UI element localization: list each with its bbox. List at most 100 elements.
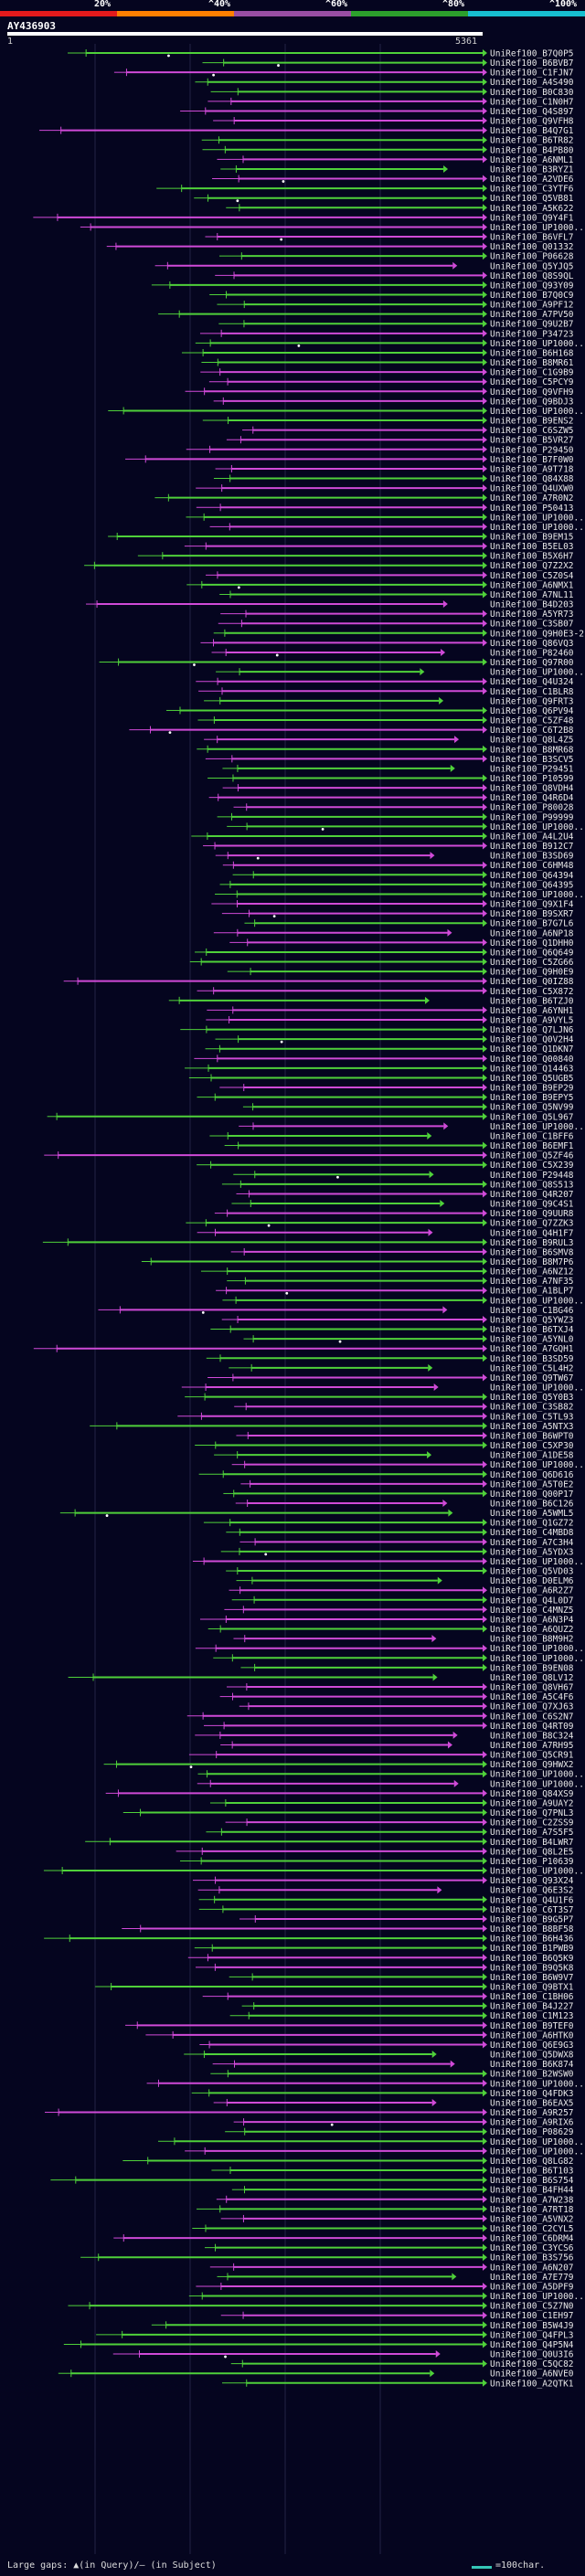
hit-row[interactable]: UniRef100_P82460 [211,648,574,658]
hit-row[interactable]: UniRef100_P29451 [222,764,574,774]
hit-row[interactable]: UniRef100_Q6PV94 [166,706,574,716]
hit-row[interactable]: UniRef100_P10599 [207,774,574,784]
hit-row[interactable]: UniRef100_C6T2B8 [129,726,574,736]
hit-row[interactable]: UniRef100_UP1000... [185,2147,585,2157]
hit-row[interactable]: UniRef100_A6YNH1 [207,1006,574,1016]
hit-row[interactable]: UniRef100_B8MR61 [201,358,574,368]
hit-row[interactable]: UniRef100_B4J227 [241,2002,574,2012]
hit-row[interactable]: UniRef100_C5Z0S4 [206,571,574,581]
hit-row[interactable]: UniRef100_A9UAY2 [209,1798,574,1808]
hit-row[interactable]: UniRef100_Q4R6D4 [208,793,574,803]
hit-row[interactable]: UniRef100_Q7LJN6 [180,1025,574,1035]
hit-row[interactable]: UniRef100_Q4U324 [196,677,574,687]
hit-row[interactable]: UniRef100_P08629 [225,2127,574,2137]
hit-row[interactable]: UniRef100_A2QTK1 [221,2379,574,2389]
hit-row[interactable]: UniRef100_UP1000... [216,668,585,678]
hit-row[interactable]: UniRef100_Q01332 [106,242,574,252]
hit-row[interactable]: UniRef100_B6EAX5 [213,2098,574,2108]
hit-row[interactable]: UniRef100_B8C324 [195,1731,574,1741]
hit-row[interactable]: UniRef100_Q9X1F4 [211,900,574,910]
hit-row[interactable]: UniRef100_C5PCY9 [208,377,574,387]
hit-row[interactable]: UniRef100_B9Q5K8 [196,1963,574,1973]
hit-row[interactable]: UniRef100_Q0IZ88 [63,977,574,987]
hit-row[interactable]: UniRef100_A7C3H4 [239,1538,574,1548]
hit-row[interactable]: UniRef100_B2WSW0 [210,2070,574,2080]
hit-row[interactable]: UniRef100_C3YTF6 [156,185,574,195]
hit-row[interactable]: UniRef100_A1BLP7 [216,1287,574,1297]
hit-row[interactable]: UniRef100_B9G5P7 [239,1914,574,1924]
hit-row[interactable]: UniRef100_Q4FPL3 [96,2330,574,2340]
hit-row[interactable]: UniRef100_Q5NV99 [242,1103,574,1113]
hit-row[interactable]: UniRef100_Q4UXW0 [196,484,574,494]
hit-row[interactable]: UniRef100_B9EM15 [108,533,574,543]
hit-row[interactable]: UniRef100_Q5YWZ3 [221,1315,574,1325]
hit-row[interactable]: UniRef100_A6NZ12 [200,1267,574,1277]
hit-row[interactable]: UniRef100_Q4P5N4 [63,2340,574,2350]
hit-row[interactable]: UniRef100_B912C7 [203,842,574,852]
hit-row[interactable]: UniRef100_Q93Y09 [151,281,574,291]
hit-row[interactable]: UniRef100_Q0V2H4 [215,1035,574,1045]
hit-row[interactable]: UniRef100_Q6E3S2 [197,1886,574,1896]
hit-row[interactable]: UniRef100_Q9TW67 [207,1373,574,1383]
hit-row[interactable]: UniRef100_B9EN08 [240,1663,574,1673]
hit-row[interactable]: UniRef100_Q8VH67 [227,1683,574,1693]
hit-row[interactable]: UniRef100_B6H436 [44,1935,574,1945]
hit-row[interactable]: UniRef100_A5DPF9 [196,2282,574,2292]
hit-row[interactable]: UniRef100_B9TEF0 [125,2021,574,2031]
hit-row[interactable]: UniRef100_C6T3S7 [198,1905,574,1915]
hit-row[interactable]: UniRef100_B0C830 [210,88,574,98]
hit-row[interactable]: UniRef100_A5YDX3 [220,1547,574,1557]
hit-row[interactable]: UniRef100_C5Z7N0 [68,2302,574,2312]
hit-row[interactable]: UniRef100_B3SD69 [215,852,574,862]
hit-row[interactable]: UniRef100_UP1000... [239,1122,585,1132]
hit-row[interactable]: UniRef100_C4MNZ5 [224,1606,574,1616]
hit-row[interactable]: UniRef100_Q9H0E9 [227,968,574,978]
hit-row[interactable]: UniRef100_A7W238 [216,2195,574,2205]
hit-row[interactable]: UniRef100_B6W9V7 [229,1973,574,1983]
hit-row[interactable]: UniRef100_C5QC82 [230,2359,574,2369]
hit-row[interactable]: UniRef100_B3RYZ1 [220,164,574,175]
hit-row[interactable]: UniRef100_C5L4H2 [229,1363,574,1373]
hit-row[interactable]: UniRef100_C1M123 [229,2011,574,2021]
hit-row[interactable]: UniRef100_D0ELM6 [236,1576,574,1586]
hit-row[interactable]: UniRef100_Q93X24 [193,1876,574,1886]
hit-row[interactable]: UniRef100_Q5VB81 [194,194,574,204]
hit-row[interactable]: UniRef100_Q86VQ3 [200,639,574,649]
hit-row[interactable]: UniRef100_A6N3P4 [199,1615,574,1625]
hit-row[interactable]: UniRef100_Q4U1F6 [198,1895,574,1905]
hit-row[interactable]: UniRef100_Q0U3I6 [112,2350,574,2360]
hit-row[interactable]: UniRef100_B6SMV8 [230,1247,574,1257]
hit-row[interactable]: UniRef100_A7NF35 [227,1277,574,1287]
hit-row[interactable]: UniRef100_B5EL03 [184,542,574,552]
hit-row[interactable]: UniRef100_A5T0E2 [240,1479,574,1489]
hit-row[interactable]: UniRef100_A7GQH1 [33,1344,574,1354]
hit-row[interactable]: UniRef100_A7R0N2 [154,493,574,504]
hit-row[interactable]: UniRef100_P99999 [217,812,574,822]
hit-row[interactable]: UniRef100_UP1000... [188,2292,585,2302]
hit-row[interactable]: UniRef100_Q5CR91 [188,1751,574,1761]
hit-row[interactable]: UniRef100_A7PV50 [158,310,574,320]
hit-row[interactable]: UniRef100_C1BFF6 [209,1131,574,1141]
hit-row[interactable]: UniRef100_A7RH95 [220,1741,574,1751]
hit-row[interactable]: UniRef100_B9RUL3 [42,1238,574,1248]
hit-row[interactable]: UniRef100_A6N207 [209,2263,574,2273]
hit-row[interactable]: UniRef100_B6S754 [50,2176,574,2186]
hit-row[interactable]: UniRef100_Q8S9QL [215,271,574,281]
hit-row[interactable]: UniRef100_Q84X88 [213,474,574,484]
hit-row[interactable]: UniRef100_B7F0W0 [125,455,574,465]
hit-row[interactable]: UniRef100_C1BLR8 [198,687,574,697]
hit-row[interactable]: UniRef100_P10639 [180,1857,574,1867]
hit-row[interactable]: UniRef100_B6C126 [235,1500,574,1510]
hit-row[interactable]: UniRef100_B3SCV5 [205,755,574,765]
hit-row[interactable]: UniRef100_B4LWR7 [85,1838,574,1848]
hit-row[interactable]: UniRef100_C2ZSS9 [225,1818,574,1829]
hit-row[interactable]: UniRef100_Q7PNL3 [122,1808,574,1818]
hit-row[interactable]: UniRef100_B6BVB7 [202,58,574,69]
hit-row[interactable]: UniRef100_A9VYL5 [206,1016,574,1026]
hit-row[interactable]: UniRef100_Q5DWX8 [184,2051,574,2061]
hit-row[interactable]: UniRef100_UP1000... [213,1654,585,1664]
hit-row[interactable]: UniRef100_A6QUZ2 [207,1625,574,1635]
hit-row[interactable]: UniRef100_UP1000... [108,407,585,417]
hit-row[interactable]: UniRef100_B6T103 [211,2167,574,2177]
hit-row[interactable]: UniRef100_Q5UGB5 [188,1074,574,1084]
